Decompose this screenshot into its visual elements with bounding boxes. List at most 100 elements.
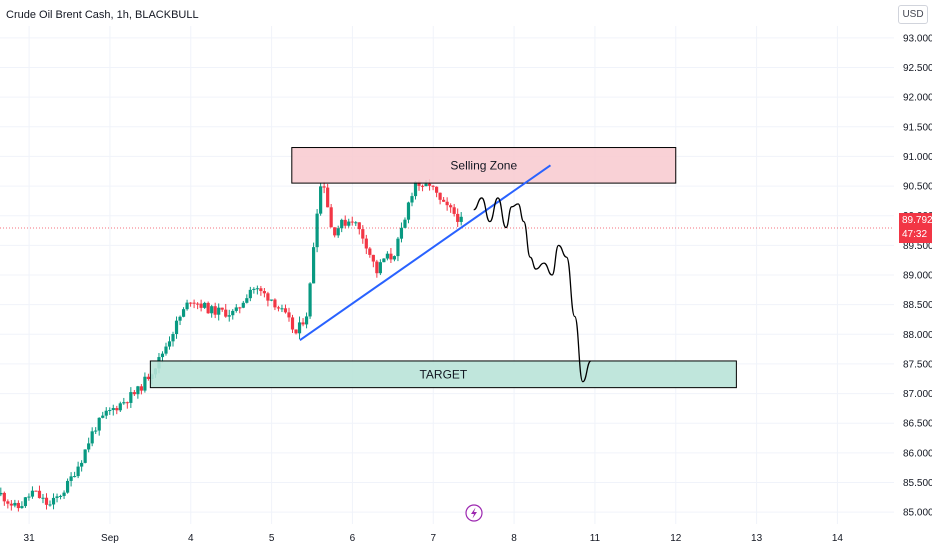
candle-body xyxy=(178,316,182,321)
candle-body xyxy=(174,320,179,335)
currency-button[interactable]: USD xyxy=(898,5,928,24)
target-zone-label: TARGET xyxy=(419,367,467,381)
candles xyxy=(0,179,463,512)
time-axis[interactable]: 31 Sep 4 5 6 7 8 11 12 13 14 xyxy=(24,533,844,544)
candle-body xyxy=(37,490,42,499)
candle-body xyxy=(269,299,274,301)
lightning-icon[interactable] xyxy=(465,504,483,522)
candle-body xyxy=(389,253,393,260)
candle-body xyxy=(115,408,119,411)
price-tick-label: 90.500 xyxy=(903,182,932,193)
price-tick-label: 92.000 xyxy=(903,93,932,104)
candle-body xyxy=(192,302,196,304)
price-axis[interactable]: 85.000 85.500 86.000 86.500 87.000 87.500 88.0… xyxy=(903,33,932,518)
candle-body xyxy=(378,262,382,274)
candle-body xyxy=(51,497,56,505)
candle-body xyxy=(245,298,249,303)
candle-body xyxy=(73,476,77,478)
time-tick-label: 8 xyxy=(511,533,517,544)
candle-body xyxy=(217,307,221,315)
candle-body xyxy=(294,329,298,334)
candle-body xyxy=(287,312,291,318)
candle-body xyxy=(27,496,31,498)
price-tick-label: 91.500 xyxy=(903,122,932,133)
candle-body xyxy=(58,495,63,497)
candle-body xyxy=(167,341,172,347)
candle-body xyxy=(343,219,347,226)
candle-body xyxy=(41,497,45,499)
trendline xyxy=(299,164,552,342)
time-tick-label: 7 xyxy=(430,533,436,544)
candle-body xyxy=(403,219,407,228)
candle-body xyxy=(452,207,456,214)
candle-body xyxy=(375,261,379,274)
candle-body xyxy=(55,496,59,498)
time-tick-label: 12 xyxy=(670,533,682,544)
candle-body xyxy=(13,502,17,506)
candle-body xyxy=(392,256,397,260)
candle-body xyxy=(231,310,235,316)
candle-body xyxy=(118,403,122,411)
candle-body xyxy=(125,402,129,404)
candle-body xyxy=(143,376,147,391)
candle-body xyxy=(83,449,87,463)
candle-body xyxy=(213,306,217,315)
candle-body xyxy=(413,181,418,197)
candle-body xyxy=(238,307,242,309)
time-tick-label: 31 xyxy=(24,533,36,544)
candle-body xyxy=(262,291,266,294)
candle-body xyxy=(164,346,168,354)
time-tick-label: 11 xyxy=(590,533,601,544)
candle-body xyxy=(76,466,80,477)
candle-body xyxy=(364,238,368,249)
candle-body xyxy=(315,213,319,248)
candle-body xyxy=(80,462,84,467)
candle-body xyxy=(227,315,231,317)
candle-body xyxy=(111,408,115,411)
candle-body xyxy=(234,307,238,311)
candle-body xyxy=(431,185,435,187)
candle-body xyxy=(308,283,312,317)
price-tick-label: 86.500 xyxy=(903,419,932,430)
candle-body xyxy=(417,181,421,186)
candle-body xyxy=(371,254,375,262)
candle-body xyxy=(90,431,94,444)
selling-zone-box xyxy=(291,147,677,184)
candle-body xyxy=(322,186,326,188)
time-tick-label: 6 xyxy=(350,533,356,544)
price-tick-label: 88.000 xyxy=(903,330,932,341)
price-tick-label: 87.000 xyxy=(903,389,932,400)
candle-body xyxy=(34,490,38,492)
candle-body xyxy=(220,307,224,310)
candle-body xyxy=(87,443,91,450)
candle-body xyxy=(136,386,140,395)
candle-body xyxy=(301,322,305,325)
candle-body xyxy=(224,309,228,317)
drawings: Selling Zone TARGET xyxy=(149,147,737,389)
candle-body xyxy=(357,222,361,230)
candle-body xyxy=(326,187,330,208)
selling-zone-label: Selling Zone xyxy=(450,158,517,172)
candle-body xyxy=(65,480,70,493)
candle-body xyxy=(108,410,112,412)
candle-body xyxy=(456,213,460,222)
candle-body xyxy=(210,306,214,314)
candle-body xyxy=(259,288,263,292)
candle-body xyxy=(449,205,453,208)
candle-body xyxy=(30,490,35,497)
candle-body xyxy=(333,227,337,236)
candle-body xyxy=(329,207,333,228)
candle-body xyxy=(297,322,302,334)
candle-body xyxy=(203,302,207,308)
candle-body xyxy=(442,199,446,202)
candle-body xyxy=(206,302,210,314)
candle-body xyxy=(255,288,259,290)
candle-body xyxy=(20,506,24,509)
candle-body xyxy=(354,222,358,224)
current-price-badge: 89.792 47:32 xyxy=(899,213,932,243)
candle-body xyxy=(385,253,389,259)
candle-body xyxy=(160,353,165,358)
candle-body xyxy=(122,402,126,404)
candle-body xyxy=(188,302,193,304)
